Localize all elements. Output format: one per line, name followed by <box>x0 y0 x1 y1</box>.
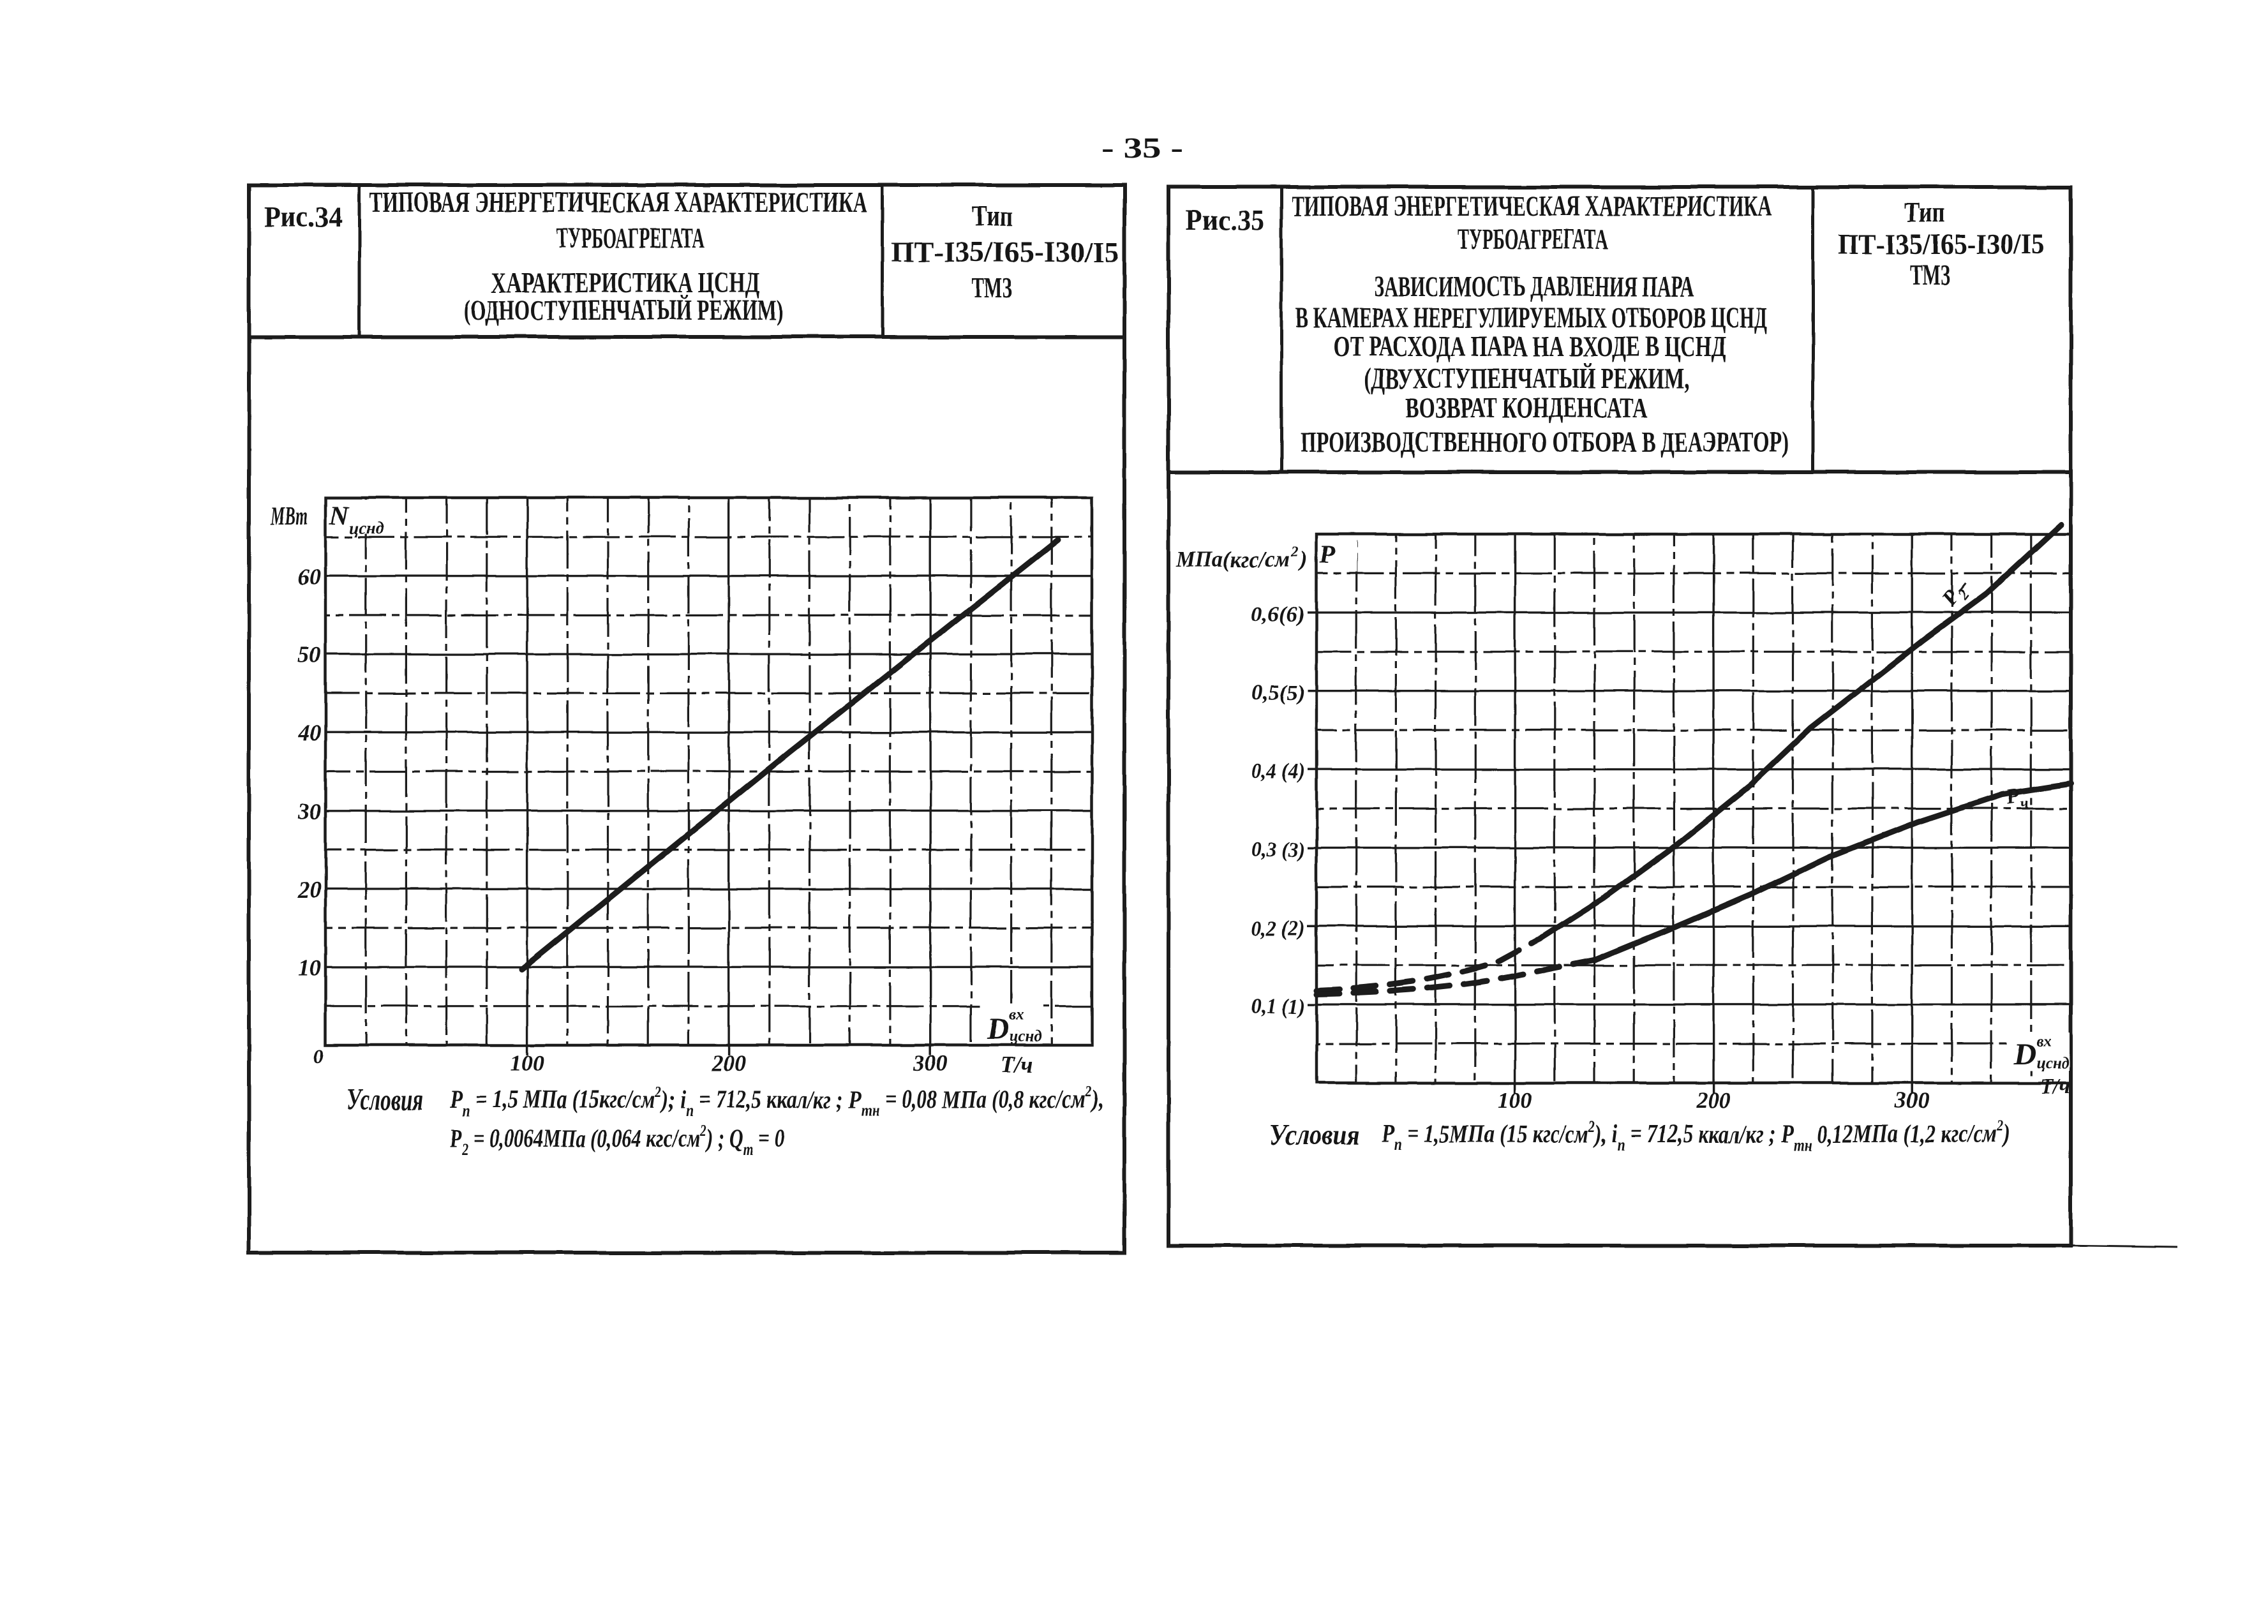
svg-text:10: 10 <box>298 955 321 980</box>
svg-text:Рис.35: Рис.35 <box>1186 204 1265 236</box>
svg-text:): ) <box>1298 546 1308 572</box>
svg-text:В КАМЕРАХ НЕРЕГУЛИРУЕМЫХ ОТБОР: В КАМЕРАХ НЕРЕГУЛИРУЕМЫХ ОТБОРОВ ЦСНД <box>1296 301 1768 334</box>
svg-text:ТИПОВАЯ ЭНЕРГЕТИЧЕСКАЯ ХАРАКТЕ: ТИПОВАЯ ЭНЕРГЕТИЧЕСКАЯ ХАРАКТЕРИСТИКА <box>369 186 867 218</box>
svg-text:Тип: Тип <box>972 200 1013 232</box>
svg-text:D: D <box>2013 1038 2036 1071</box>
svg-text:- 35 -: - 35 - <box>1101 131 1183 164</box>
svg-text:Условия: Условия <box>347 1083 423 1117</box>
svg-text:Р: Р <box>1319 540 1336 569</box>
svg-text:ТМЗ: ТМЗ <box>972 271 1011 304</box>
svg-text:ПТ-I35/I65-I30/I5: ПТ-I35/I65-I30/I5 <box>892 235 1119 268</box>
svg-text:40: 40 <box>297 720 321 746</box>
svg-text:Рп = 1,5 МПа (15кгс/см2); iп: Рп = 1,5 МПа (15кгс/см2); iп = 712,5 кка… <box>449 1083 1103 1121</box>
svg-text:ОТ РАСХОДА ПАРА НА ВХОДЕ В ЦСН: ОТ РАСХОДА ПАРА НА ВХОДЕ В ЦСНД <box>1333 330 1726 362</box>
svg-text:Рис.34: Рис.34 <box>264 200 342 233</box>
svg-text:20: 20 <box>297 877 321 902</box>
svg-text:Рп = 1,5МПа (15 кгс/см2), iп: Рп = 1,5МПа (15 кгс/см2), iп = 712,5 кка… <box>1381 1117 2010 1155</box>
svg-text:вх: вх <box>2036 1033 2052 1050</box>
svg-text:200: 200 <box>711 1050 746 1076</box>
svg-text:цснд: цснд <box>1009 1028 1041 1045</box>
svg-text:ЗАВИСИМОСТЬ ДАВЛЕНИЯ ПАРА: ЗАВИСИМОСТЬ ДАВЛЕНИЯ ПАРА <box>1375 270 1694 302</box>
svg-text:0,2 (2): 0,2 (2) <box>1251 916 1305 940</box>
svg-text:Т/ч: Т/ч <box>2040 1075 2070 1098</box>
svg-text:Р2 = 0,0064МПа (0,064 кгс/см2): Р2 = 0,0064МПа (0,064 кгс/см2) ; Qт = 0 <box>449 1122 784 1159</box>
svg-text:Т/ч: Т/ч <box>1001 1052 1033 1077</box>
svg-text:ТУРБОАГРЕГАТА: ТУРБОАГРЕГАТА <box>556 221 705 254</box>
svg-text:300: 300 <box>1894 1087 1929 1113</box>
svg-text:ТУРБОАГРЕГАТА: ТУРБОАГРЕГАТА <box>1458 223 1608 255</box>
svg-text:0,5(5): 0,5(5) <box>1251 682 1305 705</box>
svg-text:МПа(кгс/см: МПа(кгс/см <box>1175 546 1290 572</box>
svg-text:ТИПОВАЯ ЭНЕРГЕТИЧЕСКАЯ ХАРАКТЕ: ТИПОВАЯ ЭНЕРГЕТИЧЕСКАЯ ХАРАКТЕРИСТИКА <box>1292 190 1772 222</box>
svg-text:ВОЗВРАТ КОНДЕНСАТА: ВОЗВРАТ КОНДЕНСАТА <box>1406 391 1648 424</box>
svg-text:300: 300 <box>913 1050 948 1076</box>
svg-text:0,4 (4): 0,4 (4) <box>1251 760 1305 784</box>
svg-text:ПРОИЗВОДСТВЕННОГО ОТБОРА В ДЕА: ПРОИЗВОДСТВЕННОГО ОТБОРА В ДЕАЭРАТОР) <box>1301 426 1789 458</box>
svg-text:D: D <box>986 1012 1009 1046</box>
svg-text:ХАРАКТЕРИСТИКА ЦСНД: ХАРАКТЕРИСТИКА ЦСНД <box>491 266 759 299</box>
svg-text:0,3 (3): 0,3 (3) <box>1251 838 1305 861</box>
svg-text:0,1 (1): 0,1 (1) <box>1251 995 1305 1018</box>
svg-text:цснд: цснд <box>2036 1055 2069 1072</box>
svg-text:0: 0 <box>313 1045 324 1068</box>
svg-text:0,6(6): 0,6(6) <box>1251 603 1305 627</box>
svg-text:(ДВУХСТУПЕНЧАТЫЙ РЕЖИМ,: (ДВУХСТУПЕНЧАТЫЙ РЕЖИМ, <box>1364 362 1689 394</box>
svg-text:60: 60 <box>298 564 321 590</box>
svg-text:30: 30 <box>297 798 321 824</box>
svg-text:(ОДНОСТУПЕНЧАТЫЙ РЕЖИМ): (ОДНОСТУПЕНЧАТЫЙ РЕЖИМ) <box>464 294 783 326</box>
svg-text:50: 50 <box>298 642 321 667</box>
svg-text:ПТ-I35/I65-I30/I5: ПТ-I35/I65-I30/I5 <box>1838 228 2045 260</box>
svg-text:Условия: Условия <box>1269 1118 1360 1151</box>
svg-text:100: 100 <box>1498 1087 1532 1113</box>
svg-text:ТМЗ: ТМЗ <box>1910 258 1950 291</box>
svg-text:МВт: МВт <box>270 502 308 530</box>
svg-text:цснд: цснд <box>349 519 384 537</box>
svg-text:2: 2 <box>1290 544 1299 560</box>
svg-text:вх: вх <box>1009 1006 1024 1024</box>
svg-text:Тип: Тип <box>1904 196 1945 228</box>
svg-text:N: N <box>329 502 350 531</box>
svg-text:200: 200 <box>1696 1087 1731 1113</box>
svg-text:100: 100 <box>510 1050 544 1076</box>
